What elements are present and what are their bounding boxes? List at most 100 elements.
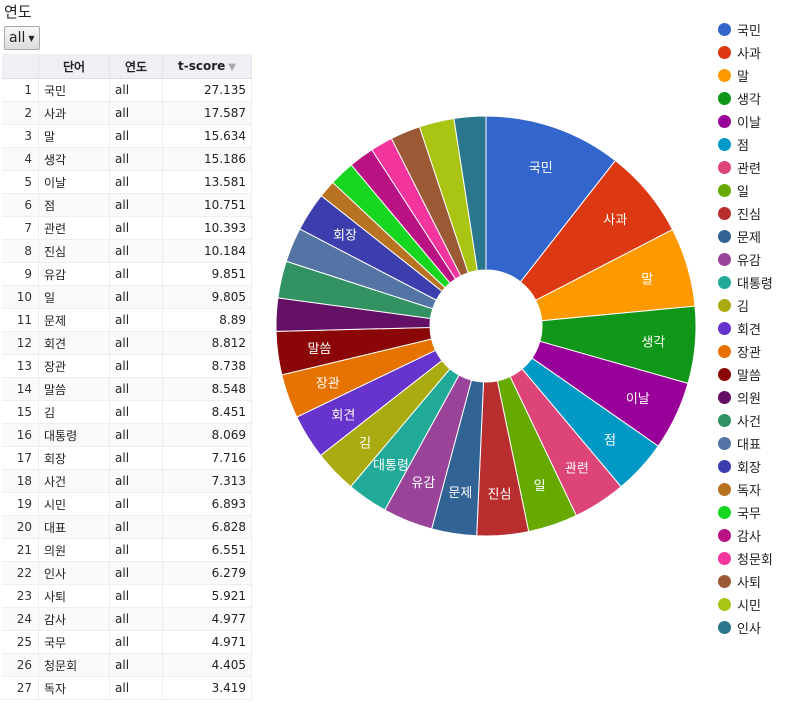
legend-item[interactable]: 말씀 bbox=[718, 363, 773, 386]
legend-item[interactable]: 회장 bbox=[718, 455, 773, 478]
chevron-down-icon: ▼ bbox=[28, 33, 35, 43]
legend-item[interactable]: 청문회 bbox=[718, 547, 773, 570]
legend-item[interactable]: 국무 bbox=[718, 501, 773, 524]
legend-label: 말 bbox=[737, 70, 749, 85]
column-header-year[interactable]: 연도 bbox=[109, 54, 163, 79]
year-filter-label: 연도 bbox=[4, 3, 32, 21]
table-row[interactable]: 4 생각 all 15.186 bbox=[2, 147, 252, 171]
legend-label: 국무 bbox=[737, 507, 761, 522]
legend-item[interactable]: 시민 bbox=[718, 593, 773, 616]
table-row[interactable]: 22 인사 all 6.279 bbox=[2, 561, 252, 585]
column-header-tscore[interactable]: t-score ▼ bbox=[162, 54, 252, 79]
table-row[interactable]: 5 이날 all 13.581 bbox=[2, 170, 252, 194]
legend-item[interactable]: 생각 bbox=[718, 87, 773, 110]
year-cell: all bbox=[109, 170, 163, 194]
legend-item[interactable]: 대통령 bbox=[718, 271, 773, 294]
table-row[interactable]: 13 장관 all 8.738 bbox=[2, 354, 252, 378]
legend-item[interactable]: 대표 bbox=[718, 432, 773, 455]
table-row[interactable]: 7 관련 all 10.393 bbox=[2, 216, 252, 240]
table-row[interactable]: 26 청문회 all 4.405 bbox=[2, 653, 252, 677]
legend-item[interactable]: 유감 bbox=[718, 248, 773, 271]
slice-label: 유감 bbox=[411, 476, 435, 491]
tscore-cell: 8.069 bbox=[162, 423, 252, 447]
table-row[interactable]: 8 진심 all 10.184 bbox=[2, 239, 252, 263]
year-cell: all bbox=[109, 308, 163, 332]
legend-item[interactable]: 김 bbox=[718, 294, 773, 317]
pie-slice[interactable] bbox=[485, 115, 617, 283]
table-row[interactable]: 11 문제 all 8.89 bbox=[2, 308, 252, 332]
word-cell: 국무 bbox=[38, 630, 110, 654]
table-row[interactable]: 2 사과 all 17.587 bbox=[2, 101, 252, 125]
legend-swatch bbox=[718, 368, 731, 381]
table-row[interactable]: 25 국무 all 4.971 bbox=[2, 630, 252, 654]
pie-slice[interactable] bbox=[453, 115, 487, 272]
legend-item[interactable]: 점 bbox=[718, 133, 773, 156]
legend-item[interactable]: 사건 bbox=[718, 409, 773, 432]
legend-item[interactable]: 진심 bbox=[718, 202, 773, 225]
year-select[interactable]: all ▼ bbox=[4, 26, 40, 50]
legend-label: 문제 bbox=[737, 231, 761, 246]
table-row[interactable]: 20 대표 all 6.828 bbox=[2, 515, 252, 539]
legend-label: 말씀 bbox=[737, 369, 761, 384]
table-row[interactable]: 19 시민 all 6.893 bbox=[2, 492, 252, 516]
legend-item[interactable]: 말 bbox=[718, 64, 773, 87]
word-cell: 국민 bbox=[38, 78, 110, 102]
table-row[interactable]: 10 일 all 9.805 bbox=[2, 285, 252, 309]
year-cell: all bbox=[109, 446, 163, 470]
legend-item[interactable]: 장관 bbox=[718, 340, 773, 363]
year-cell: all bbox=[109, 147, 163, 171]
tscore-cell: 17.587 bbox=[162, 101, 252, 125]
column-header-word[interactable]: 단어 bbox=[38, 54, 110, 79]
legend-swatch bbox=[718, 276, 731, 289]
table-row[interactable]: 27 독자 all 3.419 bbox=[2, 676, 252, 700]
table-row[interactable]: 24 감사 all 4.977 bbox=[2, 607, 252, 631]
legend-item[interactable]: 사퇴 bbox=[718, 570, 773, 593]
table-row[interactable]: 12 회견 all 8.812 bbox=[2, 331, 252, 355]
table-row[interactable]: 23 사퇴 all 5.921 bbox=[2, 584, 252, 608]
legend-item[interactable]: 사과 bbox=[718, 41, 773, 64]
tscore-cell: 6.893 bbox=[162, 492, 252, 516]
legend-label: 의원 bbox=[737, 392, 761, 407]
table-row[interactable]: 16 대통령 all 8.069 bbox=[2, 423, 252, 447]
legend-swatch bbox=[718, 23, 731, 36]
word-cell: 사건 bbox=[38, 469, 110, 493]
row-index: 4 bbox=[2, 147, 39, 171]
legend-label: 관련 bbox=[737, 162, 761, 177]
table-row[interactable]: 21 의원 all 6.551 bbox=[2, 538, 252, 562]
year-cell: all bbox=[109, 515, 163, 539]
legend-item[interactable]: 국민 bbox=[718, 18, 773, 41]
table-row[interactable]: 15 김 all 8.451 bbox=[2, 400, 252, 424]
word-cell: 장관 bbox=[38, 354, 110, 378]
legend-item[interactable]: 관련 bbox=[718, 156, 773, 179]
word-cell: 감사 bbox=[38, 607, 110, 631]
table-row[interactable]: 14 말씀 all 8.548 bbox=[2, 377, 252, 401]
legend-item[interactable]: 인사 bbox=[718, 616, 773, 639]
year-cell: all bbox=[109, 653, 163, 677]
table-row[interactable]: 17 회장 all 7.716 bbox=[2, 446, 252, 470]
year-cell: all bbox=[109, 193, 163, 217]
legend-item[interactable]: 감사 bbox=[718, 524, 773, 547]
year-cell: all bbox=[109, 400, 163, 424]
table-row[interactable]: 3 말 all 15.634 bbox=[2, 124, 252, 148]
legend-item[interactable]: 문제 bbox=[718, 225, 773, 248]
legend-swatch bbox=[718, 621, 731, 634]
legend-item[interactable]: 일 bbox=[718, 179, 773, 202]
table-row[interactable]: 9 유감 all 9.851 bbox=[2, 262, 252, 286]
table-row[interactable]: 1 국민 all 27.135 bbox=[2, 78, 252, 102]
legend-label: 사퇴 bbox=[737, 576, 761, 591]
legend-swatch bbox=[718, 46, 731, 59]
word-cell: 사퇴 bbox=[38, 584, 110, 608]
legend-item[interactable]: 의원 bbox=[718, 386, 773, 409]
row-index: 18 bbox=[2, 469, 39, 493]
word-cell: 인사 bbox=[38, 561, 110, 585]
year-cell: all bbox=[109, 239, 163, 263]
legend-item[interactable]: 독자 bbox=[718, 478, 773, 501]
legend-item[interactable]: 회견 bbox=[718, 317, 773, 340]
legend-label: 회장 bbox=[737, 461, 761, 476]
year-cell: all bbox=[109, 469, 163, 493]
legend-item[interactable]: 이날 bbox=[718, 110, 773, 133]
word-cell: 생각 bbox=[38, 147, 110, 171]
table-row[interactable]: 6 점 all 10.751 bbox=[2, 193, 252, 217]
legend-label: 시민 bbox=[737, 599, 761, 614]
table-row[interactable]: 18 사건 all 7.313 bbox=[2, 469, 252, 493]
